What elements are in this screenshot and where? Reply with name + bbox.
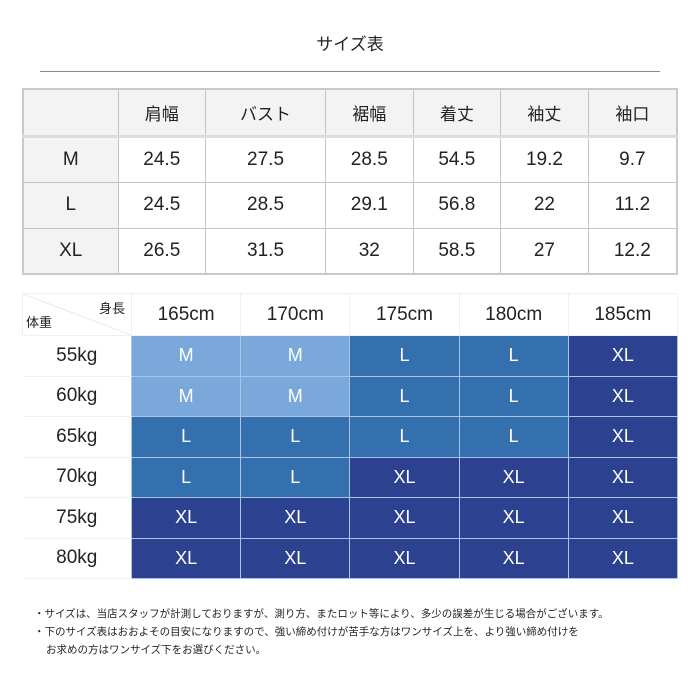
- size-recommendation-cell: XL: [240, 497, 351, 539]
- size-recommendation-cell: L: [240, 456, 351, 498]
- spec-header-row: 肩幅 バスト 裾幅 着丈 袖丈 袖口: [22, 88, 678, 137]
- spec-header-sleeve: 袖丈: [500, 88, 589, 137]
- table-row: 75kg XL XL XL XL XL: [22, 497, 679, 539]
- weight-label: 60kg: [22, 376, 132, 417]
- cell: 19.2: [500, 135, 589, 183]
- size-recommendation-cell: XL: [567, 375, 679, 417]
- table-row: M 24.5 27.5 28.5 54.5 19.2 9.7: [22, 135, 678, 183]
- size-recommendation-cell: L: [130, 416, 242, 458]
- cell: 12.2: [587, 227, 678, 275]
- weight-label: 55kg: [22, 335, 132, 377]
- size-recommendation-cell: L: [349, 416, 460, 458]
- spec-header-bust: バスト: [205, 88, 326, 137]
- size-recommendation-cell: L: [240, 416, 351, 458]
- size-recommendation-cell: XL: [567, 537, 679, 579]
- table-row: L 24.5 28.5 29.1 56.8 22 11.2: [22, 181, 678, 229]
- table-row: 55kg M M L L XL: [22, 335, 679, 377]
- table-row: 65kg L L L L XL: [22, 416, 679, 458]
- size-recommendation-cell: L: [349, 375, 460, 417]
- cell: 56.8: [412, 181, 502, 229]
- cell: 22: [500, 181, 589, 229]
- size-recommendation-cell: L: [458, 335, 569, 377]
- corner-header: 身長 体重: [22, 293, 132, 336]
- cell: 24.5: [117, 181, 207, 229]
- spec-header-cuff: 袖口: [587, 88, 678, 137]
- size-recommendation-cell: M: [240, 375, 351, 417]
- size-recommendation-cell: XL: [458, 497, 569, 539]
- size-recommendation-cell: XL: [458, 456, 569, 498]
- size-recommendation-cell: XL: [130, 537, 242, 579]
- size-recommendation-cell: XL: [349, 456, 460, 498]
- height-header: 165cm: [130, 293, 242, 336]
- cell: 58.5: [412, 227, 502, 275]
- note-line: ・下のサイズ表はおおよその目安になりますので、強い締め付けが苦手な方はワンサイズ…: [34, 626, 579, 638]
- spec-header-hem: 裾幅: [324, 88, 414, 137]
- size-recommendation-cell: M: [240, 335, 351, 377]
- cell: 31.5: [205, 227, 326, 275]
- height-axis-label: 身長: [98, 302, 125, 317]
- size-fit-table: 身長 体重 165cm 170cm 175cm 180cm 185cm 55kg…: [22, 293, 679, 579]
- weight-axis-label: 体重: [26, 316, 53, 331]
- size-recommendation-cell: L: [458, 375, 569, 417]
- size-recommendation-cell: M: [130, 335, 242, 377]
- table-row: 70kg L L XL XL XL: [22, 456, 679, 498]
- height-header: 185cm: [567, 293, 679, 336]
- table-row: XL 26.5 31.5 32 58.5 27 12.2: [22, 227, 678, 275]
- size-recommendation-cell: XL: [458, 537, 569, 579]
- cell: 28.5: [205, 181, 326, 229]
- size-recommendation-cell: XL: [567, 456, 679, 498]
- size-recommendation-cell: XL: [567, 335, 679, 377]
- weight-label: 75kg: [22, 497, 132, 539]
- cell: 27.5: [205, 135, 326, 183]
- size-recommendation-cell: XL: [349, 497, 460, 539]
- size-recommendation-cell: XL: [567, 497, 679, 539]
- weight-label: 65kg: [22, 416, 132, 458]
- size-label: L: [22, 181, 119, 229]
- note-line: お求めの方はワンサイズ下をお選びください。: [46, 644, 267, 656]
- size-label: XL: [22, 227, 119, 275]
- cell: 26.5: [117, 227, 207, 275]
- size-recommendation-cell: L: [130, 456, 242, 498]
- table-row: 60kg M M L L XL: [22, 375, 679, 417]
- size-recommendation-cell: L: [349, 335, 460, 377]
- weight-label: 80kg: [22, 538, 132, 579]
- cell: 29.1: [324, 181, 414, 229]
- diagonal-line: [23, 294, 131, 335]
- size-label: M: [22, 135, 119, 183]
- cell: 54.5: [412, 135, 502, 183]
- notes: ・サイズは、当店スタッフが計測しておりますが、測り方、またロット等により、多少の…: [34, 605, 609, 659]
- cell: 28.5: [324, 135, 414, 183]
- cell: 9.7: [587, 135, 678, 183]
- cell: 27: [500, 227, 589, 275]
- size-recommendation-cell: XL: [240, 537, 351, 579]
- height-header: 170cm: [240, 293, 351, 336]
- spec-header-shoulder: 肩幅: [117, 88, 207, 137]
- size-spec-table: 肩幅 バスト 裾幅 着丈 袖丈 袖口 M 24.5 27.5 28.5 54.5…: [22, 88, 678, 275]
- page-title: サイズ表: [316, 35, 384, 55]
- cell: 11.2: [587, 181, 678, 229]
- size-recommendation-cell: M: [130, 375, 242, 417]
- weight-label: 70kg: [22, 457, 132, 498]
- title-divider: [40, 71, 660, 72]
- size-recommendation-cell: XL: [567, 416, 679, 458]
- height-header-row: 身長 体重 165cm 170cm 175cm 180cm 185cm: [22, 293, 679, 336]
- spec-header-corner: [22, 88, 119, 137]
- size-recommendation-cell: XL: [349, 537, 460, 579]
- cell: 32: [324, 227, 414, 275]
- height-header: 175cm: [349, 293, 460, 336]
- spec-header-length: 着丈: [412, 88, 502, 137]
- size-recommendation-cell: L: [458, 416, 569, 458]
- size-recommendation-cell: XL: [130, 497, 242, 539]
- note-line: ・サイズは、当店スタッフが計測しておりますが、測り方、またロット等により、多少の…: [34, 608, 609, 620]
- table-row: 80kg XL XL XL XL XL: [22, 537, 679, 579]
- cell: 24.5: [117, 135, 207, 183]
- height-header: 180cm: [458, 293, 569, 336]
